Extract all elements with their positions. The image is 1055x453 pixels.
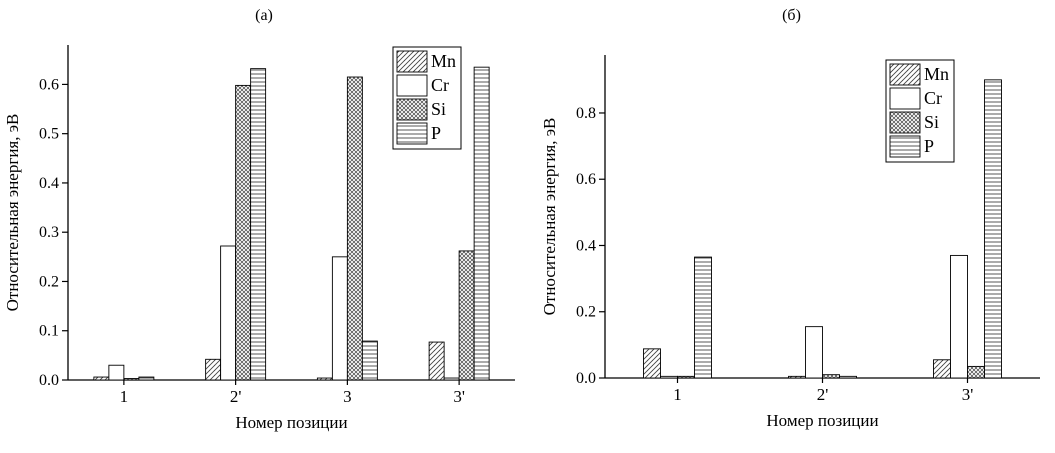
- x-tick-label: 3': [453, 387, 465, 406]
- panel-title: (а): [255, 7, 273, 24]
- legend-swatch-Cr: [396, 74, 428, 97]
- legend-swatch-Cr: [889, 87, 921, 110]
- legend-swatch-P: [396, 122, 428, 145]
- bar-P-2': [250, 68, 267, 381]
- legend-label-Cr: Cr: [924, 88, 942, 108]
- bar-P-1: [138, 376, 155, 381]
- y-tick-label: 0.4: [39, 175, 59, 192]
- bar-Cr-2': [220, 245, 237, 381]
- bar-Si-1: [123, 378, 140, 381]
- x-tick-label: 3': [962, 385, 974, 404]
- x-tick-label: 2': [230, 387, 242, 406]
- bar-Si-3: [346, 76, 363, 381]
- legend-label-Si: Si: [924, 112, 939, 132]
- bar-Mn-3': [428, 341, 445, 381]
- bar-Si-3': [967, 365, 985, 379]
- panel-title: (б): [782, 7, 801, 24]
- bar-Cr-3': [950, 254, 968, 379]
- bar-Mn-1: [93, 376, 110, 381]
- legend-swatch-P: [889, 135, 921, 158]
- y-tick-label: 0.3: [39, 224, 59, 241]
- legend-swatch-Mn: [396, 50, 428, 73]
- chart-panel-a: (а) 0.0 0.1 0.2 0.3 0.4 0.5 0.6 Относительная эн…: [3, 7, 515, 432]
- x-tick-label: 1: [673, 385, 682, 404]
- y-tick-label: 0.8: [576, 105, 596, 122]
- legend-label-Mn: Mn: [431, 51, 456, 71]
- y-axis-label: Относительная энергия, эВ: [540, 118, 559, 316]
- y-tick-label: 0.0: [576, 370, 596, 387]
- bar-Mn-3: [316, 377, 333, 381]
- y-tick-label: 0.2: [576, 304, 596, 321]
- bar-Mn-3': [933, 359, 951, 379]
- bar-Cr-3: [331, 256, 348, 381]
- y-tick-label: 0.0: [39, 372, 59, 389]
- chart-panel-b: (б) 0.0 0.2 0.4 0.6 0.8 Относительная энергия,…: [528, 0, 1055, 453]
- x-tick-label: 2': [817, 385, 829, 404]
- bar-Mn-1: [643, 348, 661, 379]
- legend-label-Si: Si: [431, 99, 446, 119]
- bar-Si-2': [822, 374, 840, 379]
- bar-Si-1: [677, 375, 695, 379]
- y-tick-label: 0.1: [39, 323, 59, 340]
- legend-label-Cr: Cr: [431, 75, 449, 95]
- y-tick-label: 0.4: [576, 237, 596, 254]
- legend-label-P: P: [924, 136, 934, 156]
- y-axis-label: Относительная энергия, эВ: [3, 114, 22, 312]
- y-tick-label: 0.6: [576, 171, 596, 188]
- y-tick-label: 0.6: [39, 76, 59, 93]
- bar-Mn-2': [205, 358, 222, 381]
- legend-label-P: P: [431, 123, 441, 143]
- bar-P-1: [694, 256, 712, 379]
- bar-P-2': [839, 375, 857, 379]
- legend-swatch-Si: [889, 111, 921, 134]
- legend-swatch-Mn: [889, 63, 921, 86]
- bar-Si-3': [458, 250, 475, 381]
- panel-background: [528, 0, 1055, 453]
- bar-Mn-2': [788, 375, 806, 379]
- bar-Cr-2': [805, 326, 823, 379]
- x-tick-label: 3: [343, 387, 352, 406]
- legend-swatch-Si: [396, 98, 428, 121]
- bar-Cr-1: [660, 375, 678, 379]
- bar-P-3': [473, 66, 490, 381]
- x-axis-label: Номер позиции: [235, 413, 347, 432]
- x-axis-label: Номер позиции: [766, 411, 878, 430]
- bar-Cr-1: [108, 364, 125, 381]
- y-tick-label: 0.2: [39, 273, 59, 290]
- y-tick-label: 0.5: [39, 126, 59, 143]
- x-tick-label: 1: [120, 387, 129, 406]
- bar-P-3: [361, 340, 378, 381]
- bar-P-3': [984, 79, 1002, 379]
- bar-Si-2': [235, 84, 252, 381]
- bar-Cr-3': [443, 377, 460, 381]
- legend-label-Mn: Mn: [924, 64, 949, 84]
